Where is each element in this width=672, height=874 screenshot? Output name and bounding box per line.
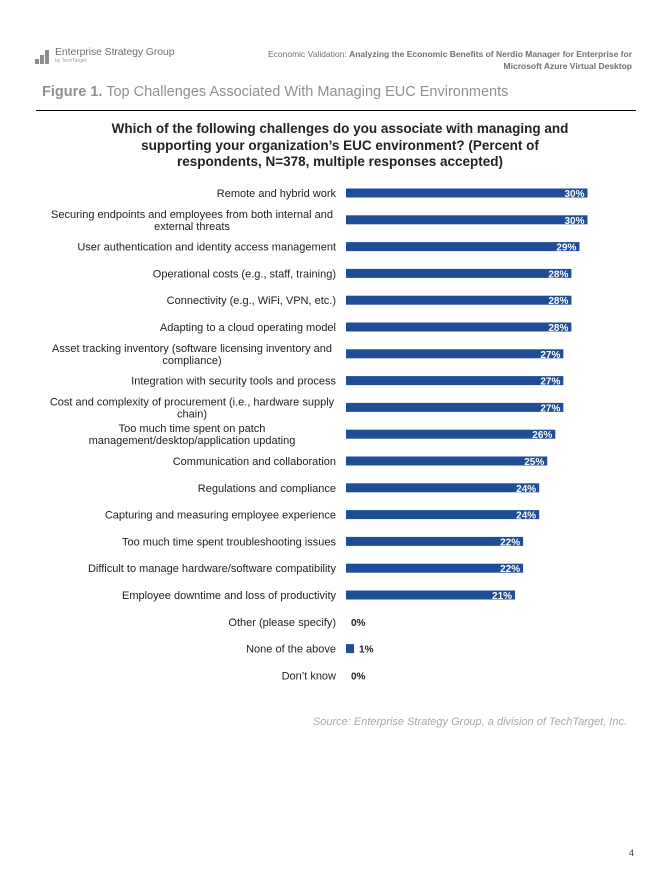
value-label: 22% (500, 537, 520, 548)
category-label-line: Communication and collaboration (173, 456, 336, 468)
esg-logo: Enterprise Strategy Group by TechTarget (35, 46, 195, 68)
value-label: 22% (500, 564, 520, 575)
value-label: 28% (548, 296, 568, 307)
category-label-line: management/desktop/application updating (89, 435, 296, 447)
category-label-line: Too much time spent troubleshooting issu… (122, 536, 337, 548)
bar (346, 295, 572, 305)
title-divider (36, 110, 636, 111)
doc-title-line2: Microsoft Azure Virtual Desktop (503, 61, 632, 71)
value-label: 29% (556, 243, 576, 254)
category-label-line: Capturing and measuring employee experie… (105, 510, 336, 522)
category-label: Remote and hybrid work (217, 188, 337, 200)
value-label: 0% (351, 618, 366, 629)
category-label-line: Integration with security tools and proc… (131, 376, 336, 388)
category-label: Don’t know (282, 670, 336, 682)
chart-title: Which of the following challenges do you… (90, 121, 590, 171)
figure-title: Figure 1. Top Challenges Associated With… (42, 84, 508, 100)
category-label-line: Connectivity (e.g., WiFi, VPN, etc.) (167, 295, 336, 307)
category-label-line: None of the above (246, 644, 336, 656)
category-label-line: Other (please specify) (228, 617, 336, 629)
figure-caption: Top Challenges Associated With Managing … (106, 84, 509, 100)
category-label-line: Operational costs (e.g., staff, training… (153, 268, 336, 280)
bar (346, 376, 564, 386)
bar (346, 563, 524, 573)
source-note: Source: Enterprise Strategy Group, a div… (312, 716, 627, 728)
bar (346, 456, 548, 466)
category-label: Operational costs (e.g., staff, training… (153, 268, 336, 280)
category-label-line: Don’t know (282, 670, 336, 682)
category-label-line: chain) (177, 408, 207, 420)
bar (346, 536, 524, 546)
chart-title-line: supporting your organization’s EUC envir… (141, 137, 539, 153)
document-header: Economic Validation: Analyzing the Econo… (232, 48, 632, 72)
chart-title-line: respondents, N=378, multiple responses a… (177, 154, 503, 169)
logo-name: Enterprise Strategy Group (55, 46, 175, 58)
category-label: Integration with security tools and proc… (131, 376, 336, 388)
category-label: Asset tracking inventory (software licen… (52, 343, 332, 367)
logo-subtitle: by TechTarget (55, 58, 87, 64)
value-label: 27% (540, 403, 560, 414)
category-label: Communication and collaboration (173, 456, 336, 468)
bar (346, 644, 355, 654)
figure-number: Figure 1. (42, 84, 103, 100)
category-label: Regulations and compliance (198, 483, 336, 495)
bar (346, 483, 540, 493)
bar (346, 268, 572, 278)
category-label: Too much time spent troubleshooting issu… (122, 536, 337, 548)
category-label-line: Remote and hybrid work (217, 188, 337, 200)
category-label-line: Asset tracking inventory (software licen… (52, 343, 332, 355)
category-label-line: Employee downtime and loss of productivi… (122, 590, 336, 602)
category-label-line: external threats (154, 221, 230, 233)
category-label-line: compliance) (162, 355, 221, 367)
category-label: Other (please specify) (228, 617, 336, 629)
chart-title-line: Which of the following challenges do you… (111, 121, 569, 136)
category-label: User authentication and identity access … (77, 242, 336, 254)
category-label: Cost and complexity of procurement (i.e.… (50, 396, 335, 420)
value-label: 25% (524, 457, 544, 468)
category-label: Too much time spent on patch management/d… (89, 423, 296, 447)
value-label: 30% (564, 189, 584, 200)
category-label: None of the above (246, 644, 336, 656)
value-label: 28% (548, 323, 568, 334)
bar (346, 402, 564, 412)
bar (346, 429, 556, 439)
category-label-line: Cost and complexity of procurement (i.e.… (50, 396, 335, 408)
value-label: 30% (564, 216, 584, 227)
category-label-line: User authentication and identity access … (77, 242, 336, 254)
bar (346, 188, 588, 198)
bar (346, 215, 588, 225)
value-label: 27% (540, 377, 560, 388)
category-label-line: Too much time spent on patch (119, 423, 266, 435)
value-label: 28% (548, 269, 568, 280)
category-label: Adapting to a cloud operating model (160, 322, 336, 334)
bar (346, 322, 572, 332)
value-label: 0% (351, 671, 366, 682)
category-label: Employee downtime and loss of productivi… (122, 590, 336, 602)
bar (346, 510, 540, 520)
category-label-line: Adapting to a cloud operating model (160, 322, 336, 334)
bar (346, 242, 580, 252)
value-label: 24% (516, 511, 536, 522)
category-label-line: Regulations and compliance (198, 483, 336, 495)
value-label: 26% (532, 430, 552, 441)
category-label-line: Securing endpoints and employees from bo… (51, 209, 333, 221)
page-number: 4 (628, 848, 634, 858)
value-label: 27% (540, 350, 560, 361)
category-label: Connectivity (e.g., WiFi, VPN, etc.) (167, 295, 336, 307)
value-label: 24% (516, 484, 536, 495)
bar (346, 590, 516, 600)
doc-title-line1: Analyzing the Economic Benefits of Nerdi… (349, 49, 632, 59)
category-label: Securing endpoints and employees from bo… (51, 209, 333, 233)
category-label: Difficult to manage hardware/software co… (88, 563, 337, 575)
category-label-line: Difficult to manage hardware/software co… (88, 563, 337, 575)
doc-prefix: Economic Validation: (267, 49, 350, 59)
logo-bars-icon (35, 46, 53, 64)
bar (346, 349, 564, 359)
value-label: 1% (359, 645, 374, 656)
category-label: Capturing and measuring employee experie… (105, 510, 336, 522)
value-label: 21% (492, 591, 512, 602)
